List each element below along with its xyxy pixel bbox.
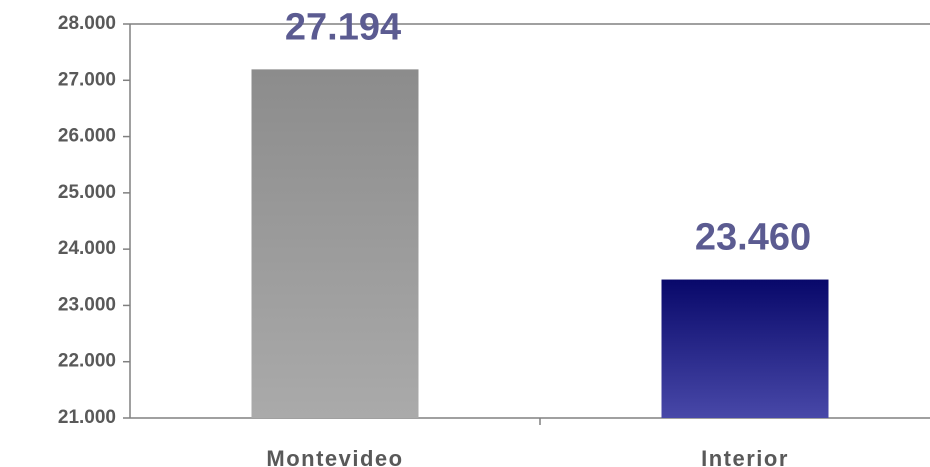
x-tick-label: Interior	[701, 446, 789, 467]
y-tick-label: 26.000	[58, 126, 116, 147]
y-tick-label: 21.000	[58, 407, 116, 428]
y-tick-label: 24.000	[58, 238, 116, 259]
y-tick-label: 23.000	[58, 294, 116, 315]
bar	[251, 69, 419, 419]
y-tick-label: 22.000	[58, 351, 116, 372]
value-label: 23.460	[695, 217, 811, 259]
y-tick-label: 27.000	[58, 69, 116, 90]
y-tick-label: 25.000	[58, 182, 116, 203]
value-label: 27.194	[285, 6, 401, 48]
x-tick-label: Montevideo	[266, 446, 403, 467]
y-tick-label: 28.000	[58, 13, 116, 34]
bar	[661, 279, 829, 418]
